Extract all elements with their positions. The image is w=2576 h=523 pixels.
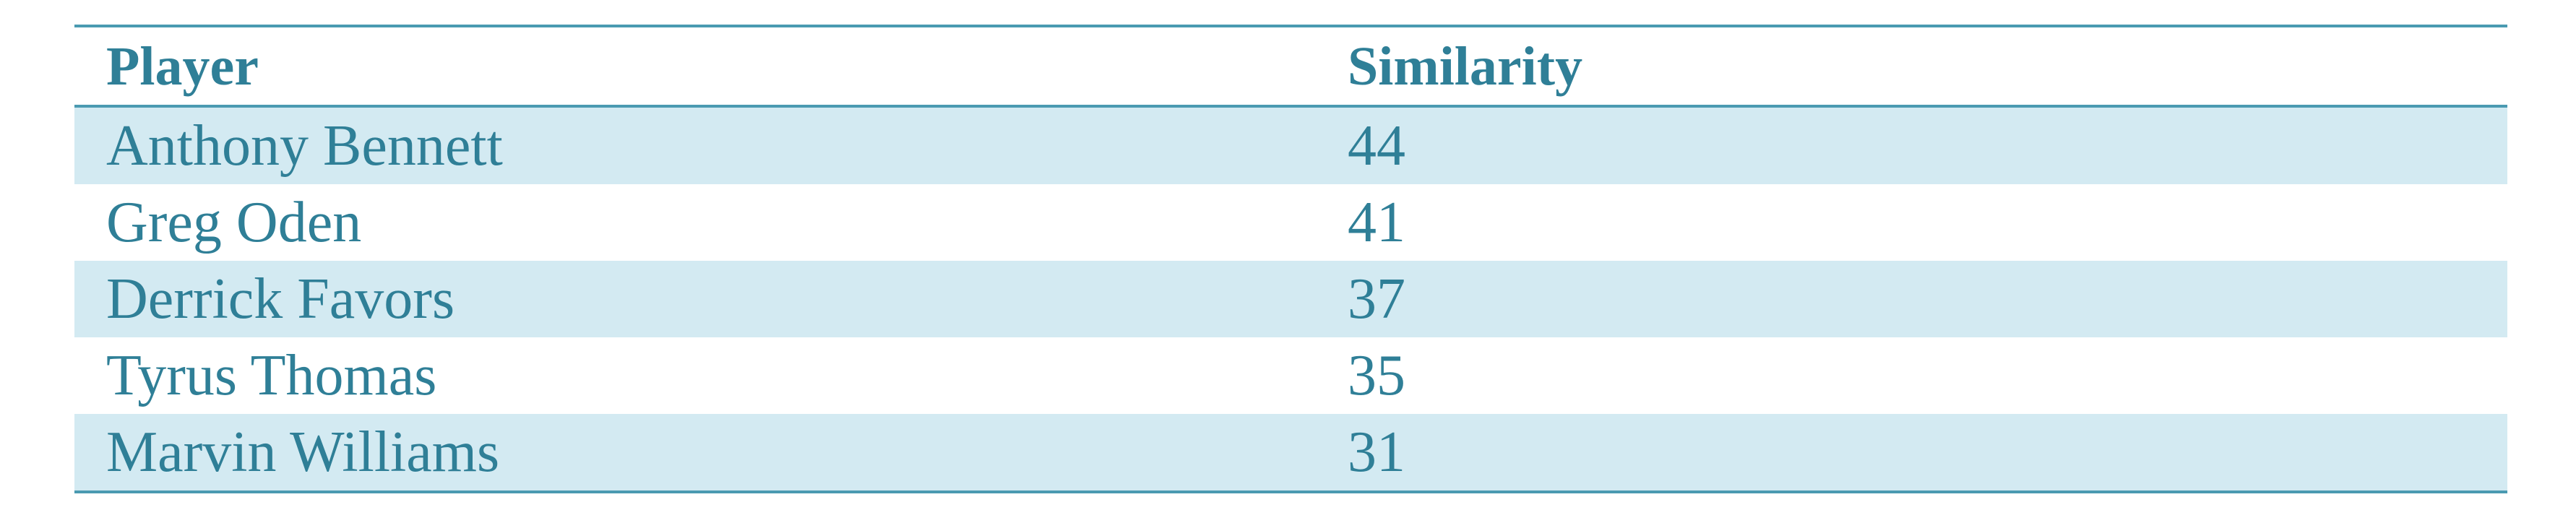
table-row: Derrick Favors 37 [74,261,2507,337]
table-header-row: Player Similarity [74,27,2507,108]
header-similarity: Similarity [1348,35,1583,97]
similarity-score: 31 [1348,420,1405,484]
table-row: Greg Oden 41 [74,184,2507,261]
table-row: Tyrus Thomas 35 [74,337,2507,414]
player-name: Tyrus Thomas [106,344,437,407]
table-row: Marvin Williams 31 [74,414,2507,490]
similarity-score: 41 [1348,191,1405,254]
similarity-score: 35 [1348,344,1405,407]
player-name: Derrick Favors [106,267,455,331]
similarity-score: 44 [1348,114,1405,178]
player-name: Marvin Williams [106,420,500,484]
similarity-table: Player Similarity Anthony Bennett 44 Gre… [74,25,2507,493]
player-name: Anthony Bennett [106,114,503,178]
table-row: Anthony Bennett 44 [74,108,2507,184]
player-name: Greg Oden [106,191,362,254]
similarity-score: 37 [1348,267,1405,331]
header-player: Player [106,35,259,97]
